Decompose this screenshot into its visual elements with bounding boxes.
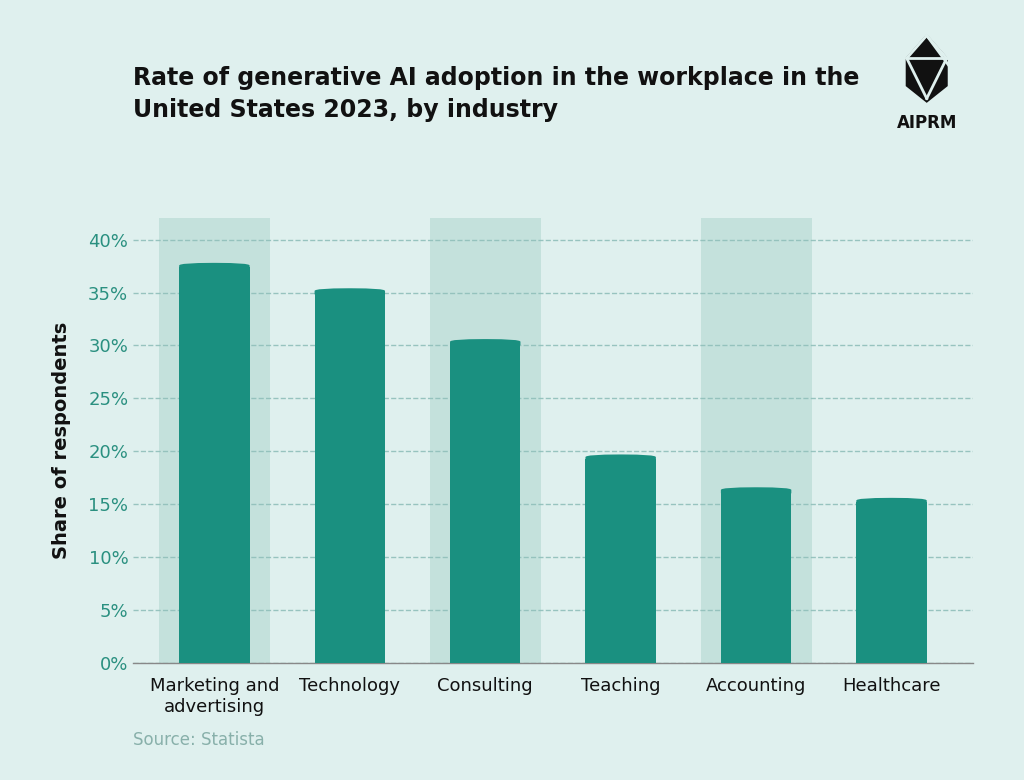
- Text: AIPRM: AIPRM: [897, 115, 956, 133]
- Bar: [721, 491, 792, 663]
- Bar: [159, 218, 270, 663]
- Polygon shape: [907, 36, 946, 101]
- Bar: [586, 459, 656, 663]
- Bar: [179, 267, 250, 663]
- FancyBboxPatch shape: [721, 488, 792, 496]
- FancyBboxPatch shape: [856, 498, 927, 506]
- Bar: [856, 502, 927, 663]
- Bar: [430, 218, 541, 663]
- Bar: [450, 343, 520, 663]
- Text: Source: Statista: Source: Statista: [133, 731, 265, 749]
- Text: United States 2023, by industry: United States 2023, by industry: [133, 98, 558, 122]
- FancyBboxPatch shape: [586, 455, 656, 463]
- FancyBboxPatch shape: [450, 339, 520, 348]
- Text: Rate of generative AI adoption in the workplace in the: Rate of generative AI adoption in the wo…: [133, 66, 859, 90]
- Bar: [314, 292, 385, 663]
- Y-axis label: Share of respondents: Share of respondents: [52, 322, 72, 559]
- FancyBboxPatch shape: [179, 263, 250, 271]
- FancyBboxPatch shape: [314, 289, 385, 296]
- Bar: [700, 218, 812, 663]
